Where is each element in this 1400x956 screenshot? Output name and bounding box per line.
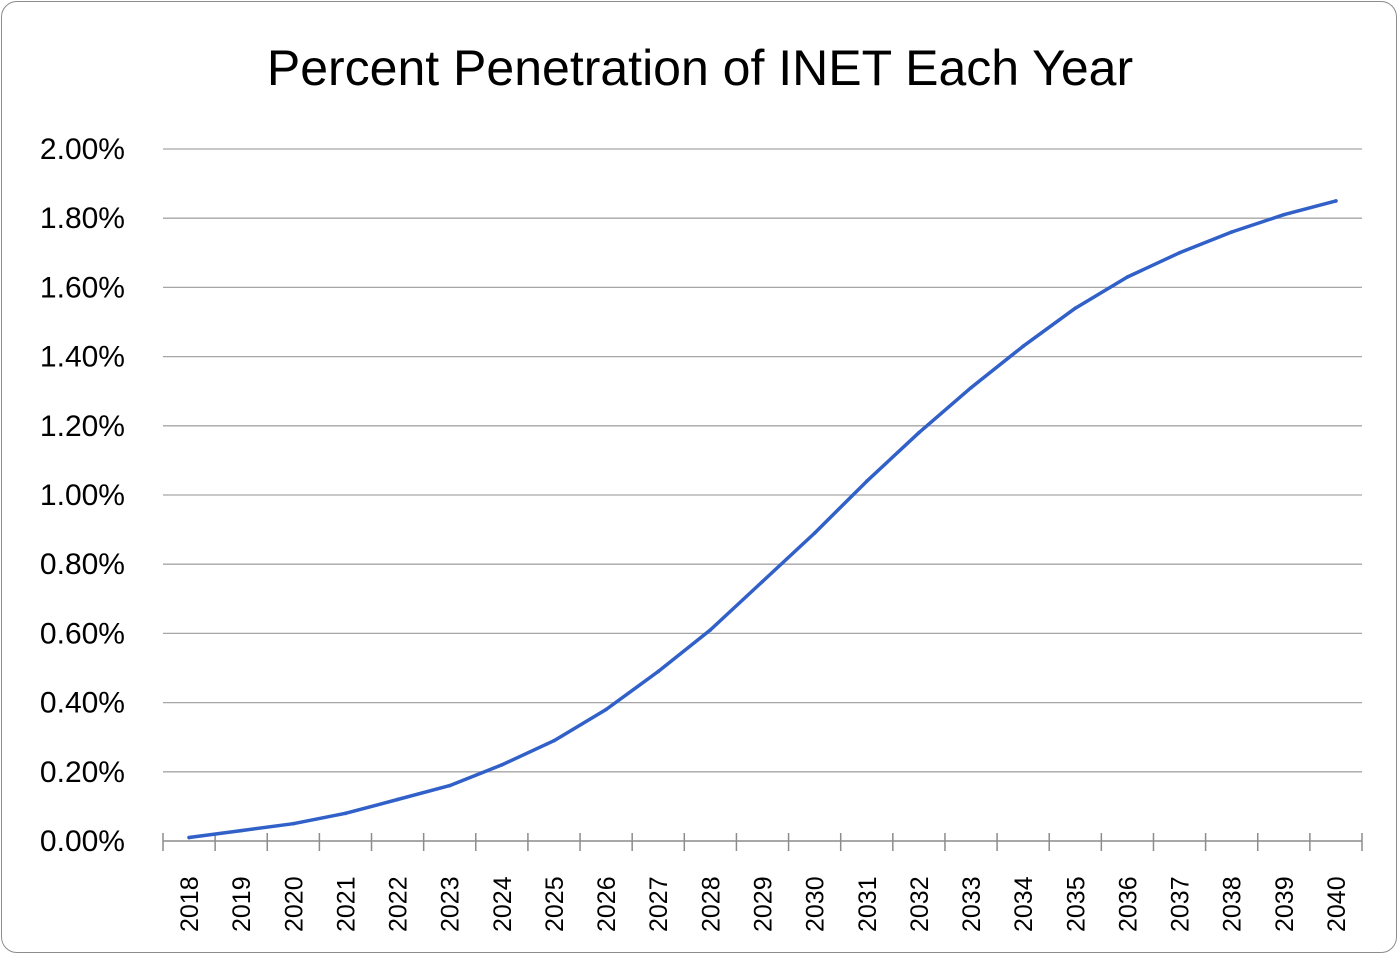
x-tick-label: 2026: [593, 876, 621, 932]
x-tick-label: 2021: [332, 876, 360, 932]
series-line: [187, 199, 1338, 840]
data-point: [552, 738, 556, 743]
data-point: [1177, 251, 1182, 255]
y-tick-label: 0.80%: [40, 548, 125, 581]
y-tick-label: 0.60%: [40, 617, 125, 650]
x-tick-label: 2031: [854, 876, 882, 932]
data-point: [447, 783, 452, 788]
x-tick-label: 2030: [802, 876, 830, 932]
data-point: [239, 828, 243, 833]
x-tick-label: 2018: [176, 876, 204, 932]
x-tick-label: 2032: [906, 876, 934, 932]
data-point: [604, 707, 608, 712]
y-tick-label: 0.00%: [40, 825, 125, 858]
y-tick-label: 1.40%: [40, 341, 125, 374]
data-point: [1021, 344, 1025, 349]
y-tick-label: 2.00%: [40, 133, 125, 166]
x-tick-label: 2029: [750, 876, 778, 932]
x-tick-label: 2033: [958, 876, 986, 932]
y-tick-label: 1.80%: [40, 202, 125, 235]
x-axis-tick-labels: 2018 2019 2020 2021 2022 2023 2024 2025 2026 2027…: [176, 876, 1351, 932]
x-tick-label: 2025: [541, 876, 569, 932]
data-point: [291, 821, 296, 826]
gridlines: [163, 148, 1362, 773]
x-tick-label: 2022: [385, 876, 413, 932]
y-tick-label: 1.60%: [40, 271, 125, 304]
y-tick-label: 0.40%: [40, 687, 125, 720]
series-layer: [187, 199, 1338, 840]
data-point: [1282, 212, 1286, 217]
data-point: [812, 531, 817, 535]
y-tick-label: 1.00%: [40, 479, 125, 512]
data-point: [760, 579, 765, 584]
x-axis: [162, 833, 1363, 851]
chart-title: Percent Penetration of INET Each Year: [266, 40, 1134, 96]
data-point: [864, 479, 869, 483]
x-tick-label: 2040: [1323, 876, 1351, 932]
x-tick-label: 2023: [437, 876, 465, 932]
x-tick-label: 2038: [1219, 876, 1247, 932]
x-tick-label: 2039: [1271, 876, 1299, 932]
x-tick-label: 2034: [1010, 876, 1038, 932]
x-tick-label: 2035: [1062, 876, 1090, 932]
data-point: [969, 385, 973, 390]
data-point: [1125, 275, 1130, 279]
x-tick-label: 2027: [645, 876, 673, 932]
data-point: [343, 811, 348, 816]
data-point: [656, 669, 661, 674]
y-tick-label: 1.20%: [40, 410, 125, 443]
y-tick-label: 0.20%: [40, 756, 125, 789]
data-point: [917, 430, 921, 435]
x-tick-label: 2028: [697, 876, 725, 932]
data-point: [187, 835, 191, 840]
y-axis-tick-labels: 0.00% 0.20% 0.40% 0.60% 0.80% 1.00% 1.20% 1.40%…: [40, 133, 125, 858]
data-point: [1229, 230, 1234, 234]
x-tick-label: 2020: [280, 876, 308, 932]
x-tick-label: 2019: [228, 876, 256, 932]
data-point: [708, 628, 713, 632]
data-point: [500, 763, 504, 767]
data-point: [395, 797, 400, 802]
data-point: [1334, 199, 1338, 203]
x-tick-label: 2037: [1167, 876, 1195, 932]
data-point: [1073, 306, 1078, 310]
x-tick-label: 2036: [1114, 876, 1142, 932]
x-tick-label: 2024: [489, 876, 517, 932]
